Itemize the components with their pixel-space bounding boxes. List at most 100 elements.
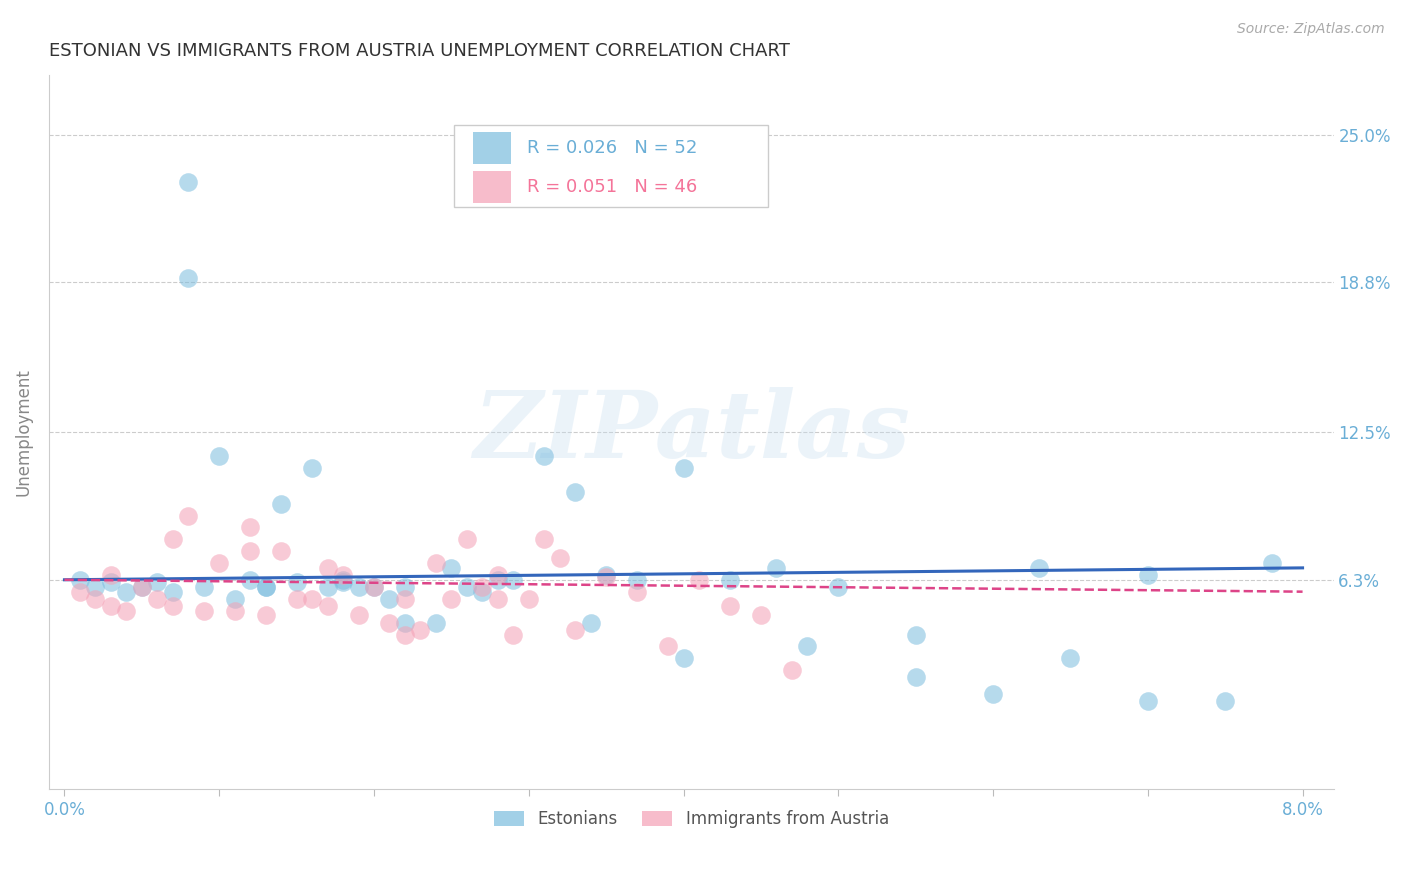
Point (100, 568, 122, 582)
Point (254, 580, 277, 594)
Point (239, 520, 262, 534)
Point (579, 615, 602, 630)
Point (394, 591, 416, 606)
Point (780, 663, 803, 677)
Point (363, 580, 385, 594)
Point (502, 627, 524, 641)
Point (224, 604, 246, 618)
Point (425, 556, 447, 570)
Point (981, 687, 1004, 701)
Point (270, 544, 292, 558)
Point (394, 615, 416, 630)
Point (904, 627, 927, 641)
Y-axis label: Unemployment: Unemployment (15, 368, 32, 496)
Point (177, 270, 200, 285)
Point (84, 580, 107, 594)
Point (1059, 651, 1081, 665)
Point (254, 608, 277, 623)
Point (332, 568, 354, 582)
Point (486, 573, 509, 587)
Point (595, 568, 617, 582)
Point (177, 508, 200, 523)
Point (131, 580, 153, 594)
Point (425, 615, 447, 630)
Point (146, 591, 169, 606)
Point (548, 551, 571, 566)
Text: Source: ZipAtlas.com: Source: ZipAtlas.com (1237, 22, 1385, 37)
Point (718, 573, 741, 587)
Point (270, 497, 292, 511)
Point (394, 580, 416, 594)
Point (502, 573, 524, 587)
Point (239, 544, 262, 558)
Point (84, 591, 107, 606)
Point (100, 599, 122, 613)
Point (162, 533, 184, 547)
Point (796, 640, 818, 654)
Point (224, 591, 246, 606)
Point (162, 599, 184, 613)
Point (347, 608, 370, 623)
Point (657, 640, 679, 654)
Point (533, 533, 555, 547)
Point (332, 573, 354, 587)
Point (1136, 694, 1159, 708)
Point (100, 575, 122, 590)
Point (208, 449, 231, 463)
Legend: Estonians, Immigrants from Austria: Estonians, Immigrants from Austria (486, 803, 896, 834)
Point (131, 580, 153, 594)
Point (564, 484, 586, 499)
Point (316, 580, 339, 594)
Point (688, 573, 710, 587)
Point (765, 561, 787, 575)
Point (672, 651, 695, 665)
FancyBboxPatch shape (472, 170, 512, 202)
Point (316, 561, 339, 575)
Point (440, 561, 463, 575)
Point (626, 573, 648, 587)
Point (115, 604, 138, 618)
Point (115, 584, 138, 599)
Point (208, 556, 231, 570)
Text: ESTONIAN VS IMMIGRANTS FROM AUSTRIA UNEMPLOYMENT CORRELATION CHART: ESTONIAN VS IMMIGRANTS FROM AUSTRIA UNEM… (49, 42, 790, 60)
Point (69, 573, 91, 587)
Point (301, 461, 323, 475)
Text: R = 0.051   N = 46: R = 0.051 N = 46 (527, 178, 697, 195)
Point (827, 580, 849, 594)
Point (486, 568, 509, 582)
Point (595, 570, 617, 584)
Point (285, 591, 308, 606)
Point (672, 461, 695, 475)
Point (626, 584, 648, 599)
Point (69, 584, 91, 599)
Point (904, 670, 927, 684)
Point (440, 591, 463, 606)
Point (1136, 568, 1159, 582)
Point (564, 623, 586, 637)
Point (1260, 556, 1282, 570)
Point (177, 175, 200, 189)
Point (301, 591, 323, 606)
Point (471, 584, 494, 599)
Point (1213, 694, 1236, 708)
Point (193, 604, 215, 618)
Point (146, 575, 169, 590)
Point (285, 575, 308, 590)
Point (378, 591, 401, 606)
Point (517, 591, 540, 606)
Point (193, 580, 215, 594)
FancyBboxPatch shape (454, 125, 768, 207)
Point (347, 580, 370, 594)
Point (378, 615, 401, 630)
Point (471, 580, 494, 594)
Point (316, 599, 339, 613)
Point (456, 533, 478, 547)
Text: R = 0.026   N = 52: R = 0.026 N = 52 (527, 139, 697, 157)
FancyBboxPatch shape (472, 132, 512, 164)
Point (486, 591, 509, 606)
Point (718, 599, 741, 613)
Point (456, 580, 478, 594)
Point (409, 623, 432, 637)
Point (533, 449, 555, 463)
Point (394, 627, 416, 641)
